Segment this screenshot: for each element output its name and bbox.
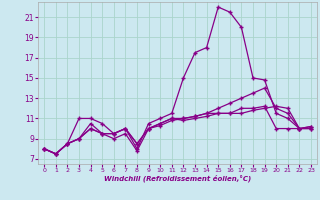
- X-axis label: Windchill (Refroidissement éolien,°C): Windchill (Refroidissement éolien,°C): [104, 175, 251, 182]
